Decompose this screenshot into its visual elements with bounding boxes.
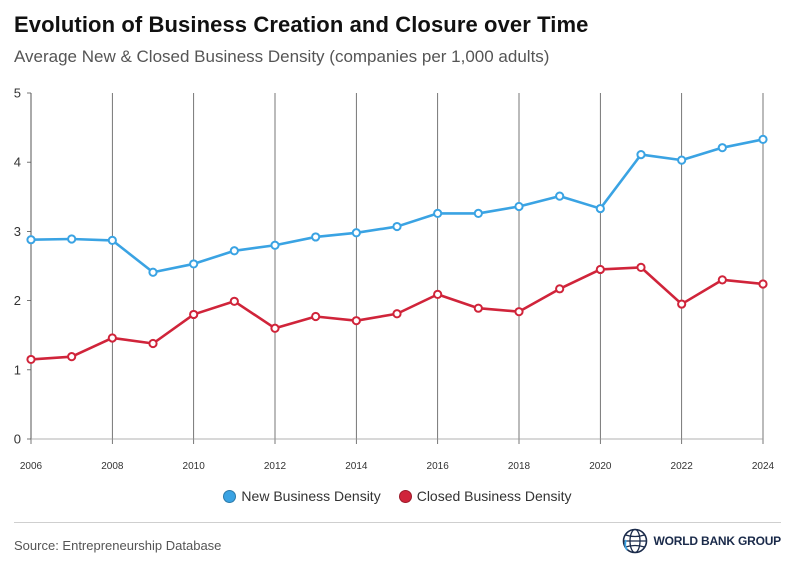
data-point-closed[interactable]: [189, 309, 199, 320]
data-point-new[interactable]: [717, 143, 727, 153]
data-point-new[interactable]: [514, 201, 524, 212]
data-point-closed[interactable]: [473, 303, 483, 313]
data-point-new[interactable]: [351, 228, 361, 238]
footer-divider: [14, 522, 781, 523]
data-point-closed[interactable]: [636, 262, 646, 272]
legend-label-new: New Business Density: [241, 488, 381, 504]
x-tick-label: 2012: [264, 461, 287, 472]
data-point-new[interactable]: [189, 259, 199, 269]
x-tick-label: 2008: [101, 461, 124, 472]
data-point-new[interactable]: [26, 235, 36, 245]
data-point-new[interactable]: [677, 155, 687, 165]
y-tick-label: 2: [14, 293, 21, 308]
data-point-new[interactable]: [107, 235, 117, 245]
data-point-new[interactable]: [595, 203, 605, 214]
data-point-new[interactable]: [758, 134, 768, 144]
data-point-closed[interactable]: [717, 275, 727, 285]
globe-icon: [622, 528, 647, 554]
data-point-closed[interactable]: [26, 354, 36, 365]
source-note: Source: Entrepreneurship Database: [14, 538, 222, 553]
data-point-closed[interactable]: [514, 307, 524, 317]
x-tick-label: 2014: [345, 461, 368, 472]
y-tick-label: 4: [14, 155, 21, 170]
data-point-closed[interactable]: [555, 284, 565, 294]
data-point-new[interactable]: [311, 232, 321, 242]
x-tick-label: 2022: [671, 461, 694, 472]
line-chart: 2006 2008 2010 2012 2014 2016 2018 2020 2022 2024…: [14, 86, 775, 473]
chart-legend: New Business Density Closed Business Den…: [0, 488, 795, 504]
y-tick-label: 0: [14, 432, 21, 447]
data-point-closed[interactable]: [229, 296, 239, 306]
x-tick-label: 2016: [427, 461, 450, 472]
legend-label-closed: Closed Business Density: [416, 488, 572, 504]
x-tick-label: 2020: [589, 461, 612, 472]
chart-subtitle: Average New & Closed Business Density (c…: [14, 47, 550, 66]
data-point-new[interactable]: [392, 221, 402, 232]
series-layer: [26, 134, 768, 365]
y-tick-label: 1: [14, 362, 21, 377]
axis-layer: 2006 2008 2010 2012 2014 2016 2018 2020 2022 2024…: [14, 86, 775, 473]
data-point-closed[interactable]: [107, 333, 117, 343]
data-point-new[interactable]: [636, 149, 646, 160]
data-point-new[interactable]: [229, 246, 239, 256]
data-point-closed[interactable]: [311, 311, 321, 322]
legend-swatch-new: [223, 489, 237, 503]
x-tick-label: 2006: [20, 461, 43, 472]
legend-swatch-closed: [398, 489, 412, 503]
chart-title: Evolution of Business Creation and Closu…: [14, 12, 589, 37]
x-tick-label: 2024: [752, 461, 775, 472]
legend-item-new[interactable]: New Business Density: [223, 488, 381, 504]
data-point-new[interactable]: [270, 240, 280, 250]
data-point-closed[interactable]: [758, 279, 768, 289]
series-line-new: [29, 138, 765, 274]
data-point-closed[interactable]: [595, 264, 605, 275]
y-tick-label: 5: [14, 86, 21, 101]
data-point-new[interactable]: [473, 208, 483, 219]
data-point-new[interactable]: [433, 208, 443, 219]
data-point-closed[interactable]: [677, 299, 687, 309]
data-point-closed[interactable]: [351, 316, 361, 326]
data-point-new[interactable]: [67, 234, 77, 244]
logo-text: WORLD BANK GROUP: [653, 534, 782, 548]
data-point-closed[interactable]: [148, 338, 158, 349]
data-point-new[interactable]: [555, 191, 565, 201]
grid-layer: [30, 93, 764, 439]
data-point-new[interactable]: [148, 267, 158, 277]
world-bank-logo[interactable]: WORLD BANK GROUP: [622, 528, 781, 554]
data-point-closed[interactable]: [270, 323, 280, 333]
data-point-closed[interactable]: [67, 352, 77, 362]
legend-item-closed[interactable]: Closed Business Density: [398, 488, 572, 504]
x-tick-label: 2018: [508, 461, 531, 472]
x-tick-label: 2010: [183, 461, 206, 472]
data-point-closed[interactable]: [392, 309, 402, 319]
y-tick-label: 3: [14, 224, 21, 239]
data-point-closed[interactable]: [433, 289, 443, 299]
